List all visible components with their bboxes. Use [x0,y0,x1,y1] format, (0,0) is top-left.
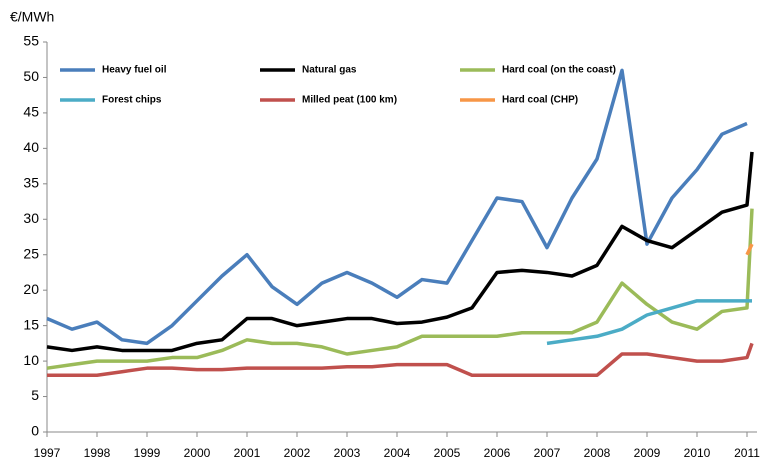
y-tick-label: 15 [23,316,39,332]
series-line [47,342,754,378]
y-tick-label: 35 [23,175,39,191]
x-tick-label: 2009 [634,446,661,460]
x-tick-label: 2002 [284,446,311,460]
x-tick-label: 2000 [184,446,211,460]
x-tick-label: 1998 [84,446,111,460]
y-tick-label: 25 [23,245,39,261]
x-tick-label: 2011 [734,446,760,460]
legend-label: Milled peat (100 km) [302,95,397,106]
y-axis-label: €/MWh [10,9,54,25]
y-tick-label: 55 [23,33,39,49]
y-tick-label: 10 [23,352,39,368]
x-tick-label: 2010 [684,446,711,460]
series-line [546,299,752,346]
legend-label: Forest chips [102,95,162,106]
y-tick-label: 30 [23,210,39,226]
series-line [46,151,754,353]
legend-label: Heavy fuel oil [102,65,167,76]
x-tick-label: 2004 [384,446,411,460]
legend-label: Hard coal (CHP) [502,95,578,106]
y-tick-label: 45 [23,104,39,120]
x-tick-label: 2006 [484,446,511,460]
legend-label: Hard coal (on the coast) [502,65,616,76]
series-line [745,243,754,256]
x-tick-label: 1999 [134,446,161,460]
series-line [46,68,748,346]
x-tick-label: 2003 [334,446,361,460]
x-tick-label: 2008 [584,446,611,460]
series-line [46,208,754,370]
y-tick-label: 5 [31,387,39,403]
y-tick-label: 50 [23,68,39,84]
x-tick-label: 2001 [234,446,261,460]
y-tick-label: 40 [23,139,39,155]
x-tick-label: 1997 [34,446,61,460]
x-tick-label: 2005 [434,446,461,460]
legend-label: Natural gas [302,65,357,76]
y-tick-label: 20 [23,281,39,297]
y-tick-label: 0 [31,423,39,439]
x-tick-label: 2007 [534,446,561,460]
